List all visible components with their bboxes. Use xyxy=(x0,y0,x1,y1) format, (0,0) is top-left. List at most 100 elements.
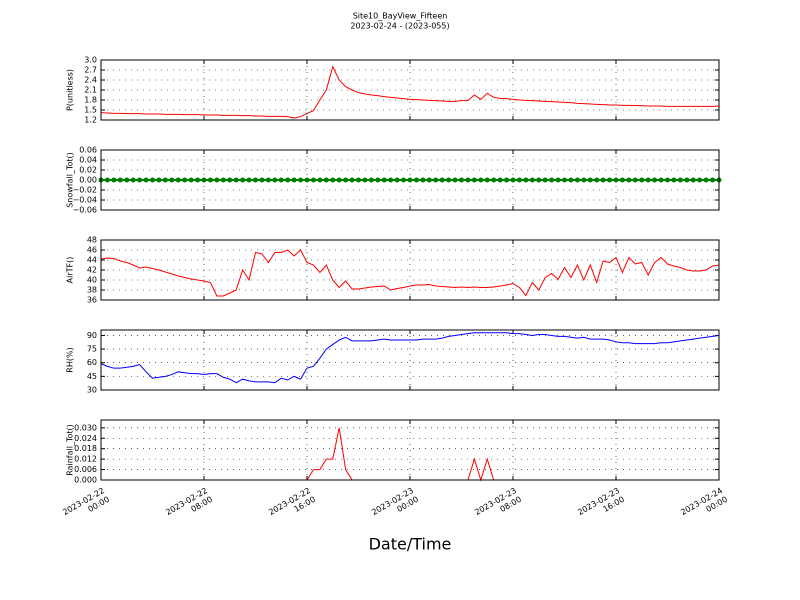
marker xyxy=(130,177,136,183)
marker xyxy=(317,177,323,183)
marker xyxy=(510,177,516,183)
y-tick-label: 0.000 xyxy=(74,476,97,485)
marker xyxy=(272,177,278,183)
marker xyxy=(143,177,149,183)
marker xyxy=(401,177,407,183)
marker xyxy=(497,177,503,183)
marker xyxy=(703,177,709,183)
marker xyxy=(388,177,394,183)
marker xyxy=(240,177,246,183)
marker xyxy=(182,177,188,183)
marker xyxy=(484,177,490,183)
y-tick-label: 0.06 xyxy=(79,146,97,155)
marker xyxy=(581,177,587,183)
axes-frame xyxy=(100,239,720,301)
marker xyxy=(690,177,696,183)
series-line xyxy=(101,427,719,482)
y-tick-label: 48 xyxy=(87,236,97,245)
marker xyxy=(343,177,349,183)
y-tick-label: 45 xyxy=(87,372,97,381)
marker xyxy=(310,177,316,183)
marker xyxy=(652,177,658,183)
marker xyxy=(336,177,342,183)
marker xyxy=(394,177,400,183)
chart-title: Site10_BayView_Fifteen xyxy=(353,12,448,21)
marker xyxy=(111,177,117,183)
marker xyxy=(362,177,368,183)
marker xyxy=(607,177,613,183)
marker xyxy=(658,177,664,183)
marker xyxy=(195,177,201,183)
chart-subtitle: 2023-02-24 - (2023-055) xyxy=(350,22,449,31)
marker xyxy=(265,177,271,183)
y-tick-label: 0.02 xyxy=(79,166,97,175)
y-tick-label: 90 xyxy=(87,331,97,340)
marker xyxy=(323,177,329,183)
marker xyxy=(368,177,374,183)
marker xyxy=(207,177,213,183)
y-axis-label: Rainfall_Tot() xyxy=(66,424,75,476)
marker xyxy=(684,177,690,183)
y-axis-label: RH(%) xyxy=(66,347,75,372)
axes-frame xyxy=(100,59,720,121)
marker xyxy=(407,177,413,183)
axes-frame xyxy=(100,149,720,211)
marker xyxy=(549,177,555,183)
y-tick-label: −0.04 xyxy=(72,196,97,205)
axes-frame xyxy=(100,419,720,481)
marker xyxy=(516,177,522,183)
y-tick-label: 1.2 xyxy=(84,116,97,125)
marker xyxy=(233,177,239,183)
marker xyxy=(298,177,304,183)
marker xyxy=(349,177,355,183)
marker xyxy=(117,177,123,183)
x-axis-label: Date/Time xyxy=(369,535,452,554)
y-tick-label: 0.018 xyxy=(74,444,97,453)
marker xyxy=(671,177,677,183)
marker xyxy=(291,177,297,183)
marker xyxy=(600,177,606,183)
marker xyxy=(285,177,291,183)
y-tick-label: 44 xyxy=(87,256,97,265)
marker xyxy=(465,177,471,183)
marker xyxy=(619,177,625,183)
marker xyxy=(529,177,535,183)
marker xyxy=(375,177,381,183)
marker xyxy=(162,177,168,183)
marker xyxy=(304,177,310,183)
marker xyxy=(645,177,651,183)
marker xyxy=(259,177,265,183)
marker xyxy=(124,177,130,183)
marker xyxy=(227,177,233,183)
marker xyxy=(413,177,419,183)
marker xyxy=(639,177,645,183)
marker xyxy=(426,177,432,183)
marker xyxy=(253,177,258,183)
axes-frame xyxy=(100,329,720,391)
y-axis-label: Snowfall_Tot() xyxy=(66,152,75,208)
series-line xyxy=(100,249,720,297)
marker xyxy=(594,177,600,183)
marker xyxy=(246,177,252,183)
marker xyxy=(632,177,638,183)
y-axis-label: P(unitless) xyxy=(66,69,75,111)
marker xyxy=(491,177,497,183)
marker xyxy=(356,177,361,183)
marker xyxy=(175,177,181,183)
marker xyxy=(433,177,439,183)
marker xyxy=(710,177,716,183)
marker xyxy=(478,177,484,183)
marker xyxy=(446,177,452,183)
y-tick-label: −0.02 xyxy=(72,186,97,195)
series-line xyxy=(100,332,720,384)
marker xyxy=(169,177,175,183)
marker xyxy=(156,177,162,183)
marker xyxy=(542,177,548,183)
marker xyxy=(665,177,670,183)
y-tick-label: −0.06 xyxy=(72,206,97,215)
y-tick-label: 1.8 xyxy=(84,96,97,105)
y-tick-label: 2.4 xyxy=(84,76,97,85)
y-tick-label: 38 xyxy=(87,286,97,295)
y-axis-label: AirTF() xyxy=(66,257,75,284)
